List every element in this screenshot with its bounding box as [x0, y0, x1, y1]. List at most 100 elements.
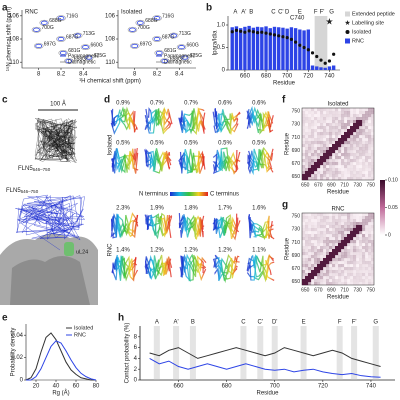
heatmap-cell	[311, 135, 315, 139]
bar	[302, 30, 306, 70]
heatmap-cell	[305, 261, 309, 265]
heatmap-cell	[350, 126, 354, 130]
heatmap-cell	[332, 222, 336, 226]
heatmap-cell	[308, 216, 312, 220]
heatmap-cell	[332, 144, 336, 148]
heatmap-cell	[353, 213, 356, 216]
heatmap-cell	[353, 153, 357, 157]
heatmap-cell	[305, 282, 309, 286]
heatmap-cell	[356, 174, 360, 178]
heatmap-cell	[305, 162, 309, 166]
heatmap-cell	[341, 246, 345, 250]
heatmap-cell	[344, 237, 348, 241]
heatmap-cell	[308, 228, 312, 232]
x-tick-label: 8.2	[57, 72, 66, 78]
heatmap-cell	[341, 114, 345, 118]
conformer	[249, 254, 272, 276]
dot	[247, 29, 251, 33]
x-tick-label: 8.4	[175, 72, 184, 78]
heatmap-cell	[347, 168, 351, 172]
heatmap-cell	[335, 159, 339, 163]
heatmap-cell	[326, 222, 330, 226]
heatmap-cell	[317, 162, 321, 166]
heatmap-cell	[323, 264, 327, 268]
dot	[323, 61, 327, 65]
heatmap-cell	[347, 261, 351, 265]
heatmap-cell	[362, 234, 366, 238]
heatmap-cell	[359, 117, 363, 121]
construct-range: 646–750	[33, 167, 51, 172]
heatmap-cell	[308, 213, 311, 216]
heatmap-cell	[365, 111, 369, 115]
heatmap-cell	[365, 252, 368, 255]
heatmap-cell	[353, 126, 357, 130]
conformer	[111, 106, 138, 132]
heatmap-cell	[353, 129, 357, 133]
heatmap-cell	[350, 141, 354, 145]
heatmap-cell	[341, 177, 345, 181]
heatmap-cell	[338, 228, 342, 232]
heatmap-cell	[329, 276, 333, 280]
heatmap-cell	[335, 213, 339, 217]
heatmap-cell	[353, 258, 357, 262]
heatmap-cell	[329, 171, 333, 175]
heatmap-cell	[353, 273, 357, 277]
strand-label: A	[233, 10, 237, 16]
heatmap-cell	[347, 276, 351, 280]
heatmap-cell	[329, 123, 333, 127]
heatmap-cell	[362, 219, 366, 223]
heatmap-cell	[344, 168, 347, 171]
heatmap-cell	[335, 255, 339, 259]
heatmap-cell	[335, 111, 339, 115]
x-tick-label: 680	[222, 384, 233, 390]
heatmap-cell	[323, 276, 326, 279]
dot	[315, 54, 319, 59]
heatmap-cell	[311, 282, 314, 285]
heatmap-cell	[341, 237, 345, 241]
diamagnetic-peak	[168, 32, 179, 39]
heatmap-cell	[308, 165, 312, 169]
heatmap-cell	[314, 108, 317, 111]
bar	[298, 29, 302, 70]
dot	[255, 31, 260, 35]
heatmap-cell	[329, 150, 333, 154]
x-axis-label: ¹H chemical shift (ppm)	[79, 79, 141, 85]
peak-label: 660G	[91, 42, 103, 48]
heatmap-cell	[308, 162, 312, 166]
heatmap-cell	[353, 147, 357, 151]
heatmap-cell	[320, 222, 324, 226]
conformer	[144, 148, 171, 174]
heatmap-cell	[305, 213, 308, 216]
heatmap-cell	[356, 153, 360, 157]
heatmap-cell	[305, 177, 309, 181]
heatmap-cell	[347, 273, 351, 277]
heatmap-cell	[362, 126, 366, 130]
heatmap-cell	[320, 270, 324, 274]
heatmap-cell	[302, 117, 306, 121]
heatmap-cell	[332, 120, 336, 124]
heatmap-cell	[329, 267, 333, 271]
heatmap-cell	[329, 159, 333, 163]
heatmap-cell	[320, 153, 324, 157]
heatmap-cell	[347, 144, 351, 148]
strand-band	[173, 326, 180, 380]
heatmap-cell	[365, 222, 369, 226]
heatmap-cell	[311, 222, 315, 226]
heatmap-cell	[347, 171, 351, 175]
heatmap-cell	[362, 258, 366, 262]
heatmap-cell	[350, 132, 354, 136]
conformer	[213, 112, 239, 136]
heatmap-cell	[362, 261, 366, 265]
heatmap-cell	[305, 174, 309, 178]
heatmap-x-tick: 670	[314, 182, 323, 188]
heatmap-cell	[359, 231, 363, 235]
diamagnetic-peak	[56, 36, 66, 42]
paramagnetic-peak	[35, 43, 43, 49]
dot	[306, 48, 310, 52]
heatmap-cell	[347, 129, 351, 133]
heatmap-y-label: Residue	[285, 132, 291, 155]
heatmap-cell	[353, 252, 357, 256]
strand-label: G	[329, 10, 334, 16]
heatmap-cell	[317, 219, 321, 223]
dot	[260, 30, 264, 34]
